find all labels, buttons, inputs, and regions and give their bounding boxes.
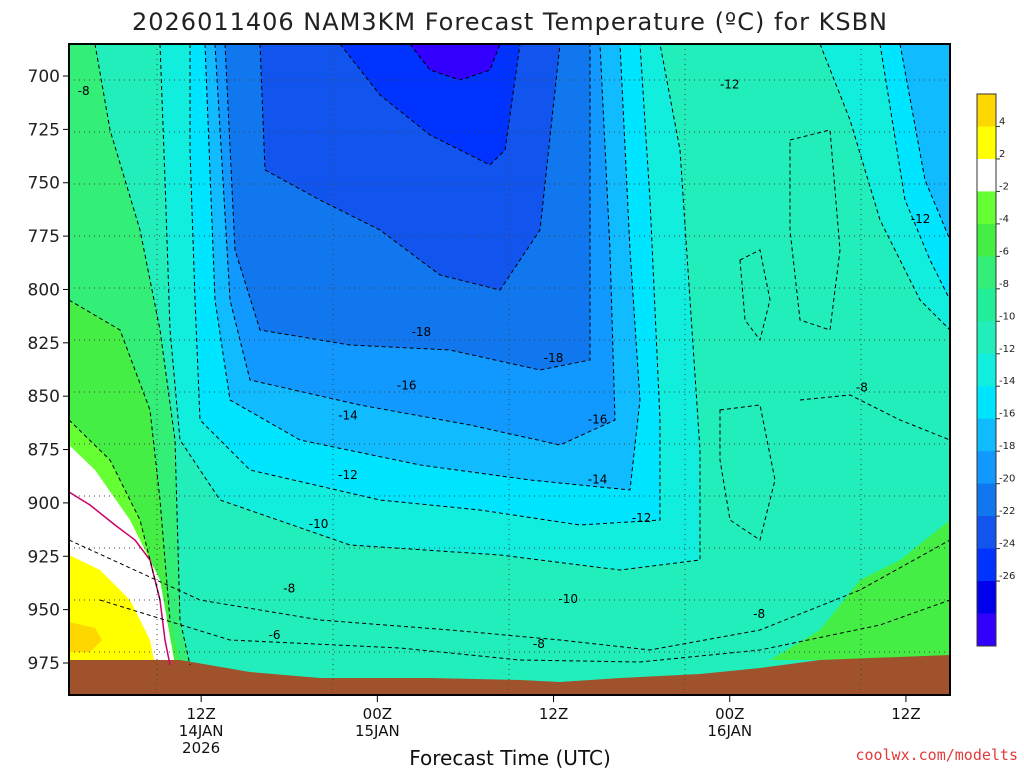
contour-label: -16 [588,413,608,427]
colorbar-swatch [977,548,996,582]
contour-label: -8 [78,84,90,98]
colorbar-tick-label: -24 [999,539,1015,550]
x-tick-label: 00Z [715,705,744,723]
y-tick-label: 925 [28,547,60,567]
colorbar-swatch [977,158,996,192]
contour-label: -12 [720,78,740,92]
colorbar-tick-label: -4 [999,214,1009,225]
band-gold [69,622,102,652]
colorbar-swatch [977,418,996,452]
colorbar-swatch [977,613,996,647]
isotherm-contours [69,44,950,666]
band-right-green [770,520,950,660]
chart-title: 2026011406 NAM3KM Forecast Temperature (… [132,8,888,36]
contour-label: -10 [558,592,578,606]
colorbar: 4 2 -2 -4 -6 -8 -10 -12 -14 -16 -18 -20 -22 -24 -26 [976,93,1015,647]
contour-label: -8 [533,637,545,651]
colorbar-swatch [977,581,996,615]
band-right-cold-16 [900,44,950,240]
colorbar-tick-label: 2 [999,149,1005,160]
colorbar-tick-label: -12 [999,344,1015,355]
colorbar-swatch [977,288,996,322]
y-tick-label: 700 [28,67,60,87]
colorbar-frame [976,93,997,647]
colorbar-tick-label: -16 [999,409,1015,420]
contour-label: -12 [338,468,358,482]
colorbar-swatch [977,451,996,485]
colorbar-swatch [977,353,996,387]
plot-area: -8 -12 -12 -18 -18 -16 -16 -14 -14 -8 -12 -10 -12 -8 -… [69,44,950,695]
contour-label: -12 [911,212,931,226]
contour-labels: -8 -12 -12 -18 -18 -16 -16 -14 -14 -8 -12 -10 -12 -8 -… [78,78,931,651]
gridlines [69,44,950,695]
x-tick-label: 12Z [891,705,920,723]
colorbar-swatch [977,256,996,290]
colorbar-tick-label: 4 [999,116,1005,127]
colorbar-tick-label: -6 [999,246,1009,257]
colorbar-tick-label: -22 [999,506,1015,517]
y-tick-label: 800 [28,280,60,300]
y-axis-ticks: 700 725 750 775 800 825 850 875 900 925 950 975 [28,67,69,674]
colorbar-swatch [977,126,996,160]
y-tick-label: 975 [28,654,60,674]
x-tick-label: 15JAN [355,722,400,740]
colorbar-swatch [977,386,996,420]
plot-frame [68,43,951,696]
colorbar-tick-label: -8 [999,279,1009,290]
y-tick-label: 875 [28,441,60,461]
contour-label: -14 [588,472,608,486]
terrain-ground [69,655,950,695]
x-tick-label: 16JAN [707,722,752,740]
contour-label: -18 [412,325,432,339]
colorbar-tick-label: -26 [999,571,1015,582]
contour-label: -10 [309,517,329,531]
colorbar-swatch [977,94,996,127]
y-tick-label: 900 [28,494,60,514]
y-tick-label: 950 [28,601,60,621]
contour-label: -12 [632,511,652,525]
contour-label: -16 [397,379,417,393]
contour-label: -6 [269,628,281,642]
y-tick-label: 750 [28,174,60,194]
colorbar-tick-label: -2 [999,181,1009,192]
contour-label: -8 [753,607,765,621]
colorbar-tick-label: -20 [999,474,1015,485]
x-tick-label: 14JAN [179,722,224,740]
colorbar-swatch [977,483,996,517]
contour-label: -8 [856,381,868,395]
y-tick-label: 850 [28,387,60,407]
freezing-contour [69,491,171,666]
contour-label: -8 [283,581,295,595]
x-tick-label: 12Z [186,705,215,723]
colorbar-swatch [977,321,996,355]
colorbar-tick-label: -10 [999,311,1015,322]
credit-text: coolwx.com/modelts [855,746,1018,764]
contour-label: -18 [544,351,564,365]
colorbar-tick-label: -14 [999,376,1015,387]
colorbar-swatch [977,191,996,225]
colorbar-swatch [977,223,996,257]
x-tick-label: 12Z [539,705,568,723]
y-tick-label: 825 [28,334,60,354]
y-tick-label: 725 [28,120,60,140]
x-axis-label: Forecast Time (UTC) [409,746,611,768]
contour-label: -14 [338,408,358,422]
colorbar-tick-label: -18 [999,441,1015,452]
x-tick-label: 00Z [363,705,392,723]
x-tick-label: 2026 [182,739,220,757]
colorbar-swatch [977,516,996,550]
y-tick-label: 775 [28,227,60,247]
band-cold-26 [410,44,500,80]
